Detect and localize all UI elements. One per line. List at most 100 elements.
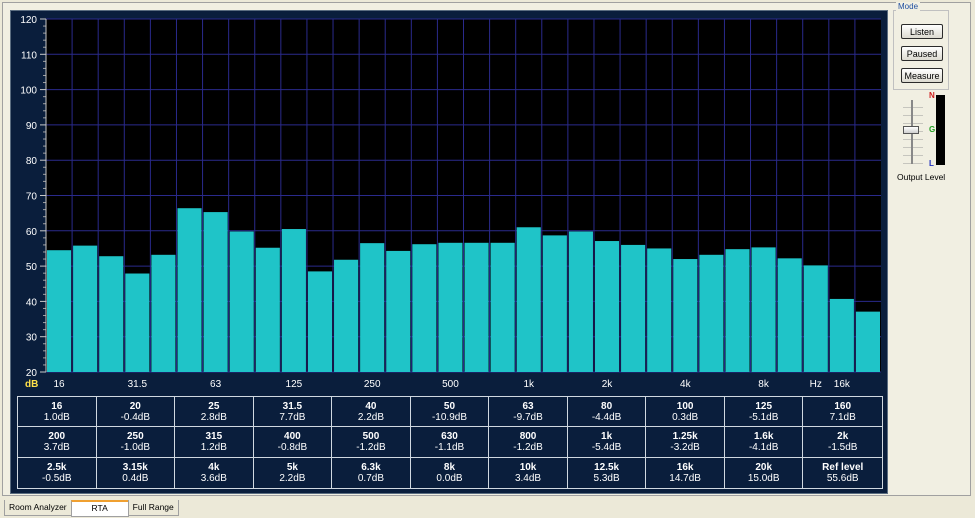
band-cell: 80 -4.4dB [567,397,647,428]
band-frequency: 2.5k [47,461,67,473]
y-unit-label: dB [25,379,38,390]
x-tick-label: 2k [602,379,614,390]
band-cell: 400 -0.8dB [253,427,333,458]
band-frequency: 5k [286,461,298,473]
bar-1.6k [568,231,593,372]
bar-3.15k [647,248,672,372]
band-value: -5.1dB [748,411,779,423]
band-frequency: 800 [519,430,537,442]
band-cell: 8k 0.0dB [411,457,490,488]
band-frequency: 2k [837,430,849,442]
band-frequency: 500 [362,430,380,442]
band-value: -1.2dB [513,441,543,453]
band-frequency: 160 [834,400,852,412]
bar-40 [151,254,176,372]
band-value: 0.4dB [122,472,149,484]
meter-l-label: L [929,159,934,168]
band-frequency: 3.15k [122,461,148,473]
band-value: 55.6dB [826,472,859,484]
bar-200 [334,259,359,372]
band-cell: 31.5 7.7dB [253,397,333,428]
band-cell: 5k 2.2dB [254,457,333,488]
tab-room-analyzer[interactable]: Room Analyzer [4,500,72,516]
band-frequency: 4k [208,461,220,473]
bar-63 [203,212,228,372]
tab-rta[interactable]: RTA [70,500,129,517]
bar-2.5k [621,244,646,372]
x-tick-label: 16 [53,379,65,390]
rta-chart: 20 30 40 50 60 70 80 90 100 110 120 16 31.5 63 125 250 5… [20,15,881,390]
band-cell: 25 2.8dB [175,397,254,428]
band-cell: 160 7.1dB [803,397,882,428]
listen-button[interactable]: Listen [901,24,943,39]
y-tick-label: 30 [26,333,38,344]
bar-4k [673,259,698,372]
bar-5k [699,254,724,372]
band-cell: 1.25k -3.2dB [646,427,725,458]
band-cell: 10k 3.4dB [489,457,568,488]
band-value: 7.1dB [829,411,856,423]
x-tick-label: 8k [758,379,770,390]
band-value: 0.7dB [357,472,385,484]
band-value: -5.4dB [591,441,622,453]
band-frequency: 100 [676,400,694,412]
band-cell: 50 -10.9dB [410,397,490,428]
mode-title: Mode [896,2,921,11]
bar-20 [73,245,98,372]
band-value: -4.1dB [748,441,779,453]
band-value: -0.8dB [277,441,308,453]
bar-100 [255,247,280,372]
band-value: 14.7dB [669,472,701,484]
band-cell: 63 -9.7dB [489,397,568,428]
meter-n-label: N [929,91,935,100]
bar-31.5 [125,273,150,372]
band-cell: Ref level 55.6dB [803,458,882,488]
band-frequency: 8k [443,461,456,473]
x-tick-label: 125 [286,379,303,390]
x-unit-label: Hz [810,379,822,390]
band-value: 2.2dB [279,472,306,484]
y-tick-label: 40 [26,297,38,308]
bar-1k [516,227,541,372]
band-value: 3.7dB [43,441,70,453]
band-level-table: 16 1.0dB 20 -0.4dB 25 2.8dB 31.5 7.7dB 40 2.2dB 50… [17,396,883,489]
band-frequency: 40 [365,400,377,412]
bar-12.5k [803,265,828,372]
measure-button[interactable]: Measure [901,68,943,83]
bar-25 [99,256,124,372]
band-cell: 12.5k 5.3dB [568,457,647,488]
bar-800 [490,242,515,372]
band-value: -1.1dB [434,441,465,453]
band-frequency: 80 [601,400,613,412]
band-frequency: 63 [522,400,534,412]
band-frequency: 250 [126,430,144,442]
output-slider-thumb[interactable] [903,126,919,134]
band-frequency: 200 [48,430,66,442]
y-tick-label: 90 [26,121,38,132]
bar-10k [777,258,802,372]
band-value: 1.2dB [200,441,227,453]
band-cell: 4k 3.6dB [175,457,254,488]
band-value: -3.2dB [670,441,700,453]
band-cell: 16k 14.7dB [646,457,725,488]
output-level-label: Output Level [897,172,946,182]
paused-button[interactable]: Paused [901,46,943,61]
y-tick-label: 60 [26,227,38,238]
band-value: -1.5dB [827,441,858,453]
band-cell: 1k -5.4dB [567,427,647,458]
band-frequency: 125 [755,400,773,412]
band-frequency: 25 [208,400,220,412]
band-value: 7.7dB [279,411,306,423]
band-frequency: 16k [676,461,694,473]
band-frequency: 315 [205,430,223,442]
x-tick-label: 63 [210,379,222,390]
band-frequency: 400 [284,430,301,442]
band-value: 3.4dB [514,472,542,484]
band-cell: 16 1.0dB [18,397,97,428]
bar-160 [307,271,333,372]
bar-315 [386,250,411,372]
bar-50 [177,208,202,372]
tab-full-range[interactable]: Full Range [127,500,179,516]
bar-1.25k [542,235,567,372]
y-tick-label: 70 [26,192,38,203]
